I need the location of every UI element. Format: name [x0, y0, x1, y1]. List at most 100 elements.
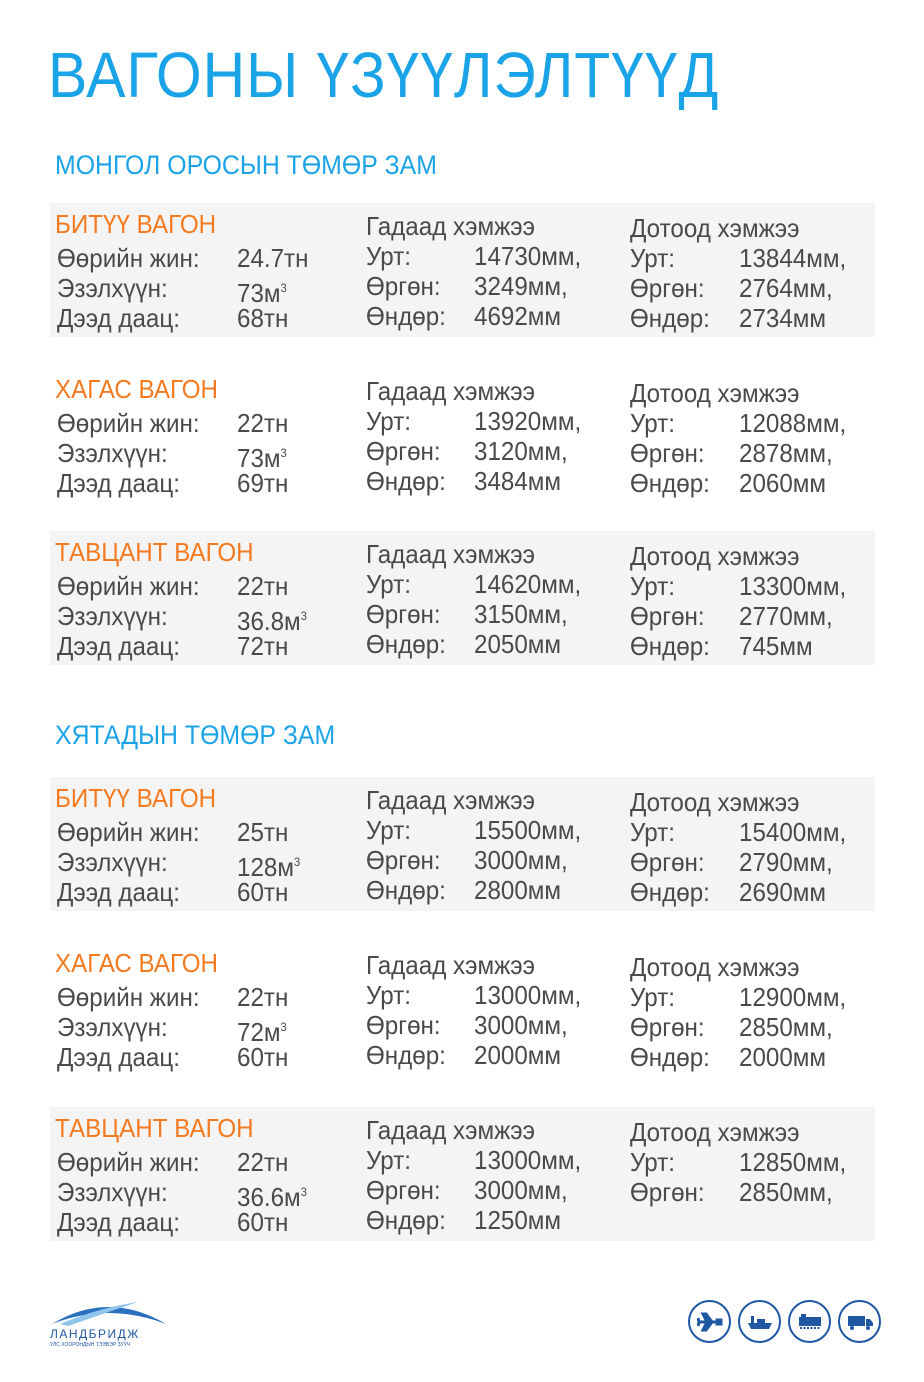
- spec-label: Эзэлхүүн:: [57, 1177, 168, 1207]
- dimension-value: 3000мм,: [474, 845, 568, 875]
- dimension-value: 3000мм,: [474, 1175, 568, 1205]
- dimension-value: 15500мм,: [474, 815, 582, 845]
- wagon-block: БИТҮҮ ВАГОН Өөрийн жин: 24.7тн Эзэлхүүн: 73м…: [50, 203, 875, 337]
- spec-label: Эзэлхүүн:: [57, 847, 168, 877]
- spec-label: Өөрийн жин:: [57, 571, 200, 601]
- dimension-label: Өндөр:: [366, 466, 446, 496]
- dimension-value: 14730мм,: [474, 241, 582, 271]
- dimension-label: Урт:: [630, 817, 675, 847]
- spec-value: 22тн: [237, 982, 289, 1012]
- dimension-label: Өндөр:: [630, 1042, 710, 1072]
- spec-value: 25тн: [237, 817, 289, 847]
- spec-value: 36.8м3: [237, 606, 307, 636]
- spec-value: 24.7тн: [237, 243, 309, 273]
- spec-value: 36.6м3: [237, 1182, 307, 1212]
- dimension-label: Өндөр:: [630, 303, 710, 333]
- spec-value: 60тн: [237, 1042, 289, 1072]
- outer-dimensions-heading: Гадаад хэмжээ: [366, 539, 535, 569]
- train-icon: [788, 1300, 831, 1343]
- dimension-value: 3249мм,: [474, 271, 568, 301]
- dimension-value: 2800мм: [474, 875, 562, 905]
- wagon-name: ХАГАС ВАГОН: [55, 374, 218, 404]
- spec-value: 73м3: [237, 278, 287, 308]
- dimension-value: 3484мм: [474, 466, 562, 496]
- spec-value: 22тн: [237, 571, 289, 601]
- dimension-label: Өргөн:: [366, 1010, 441, 1040]
- wagon-name: БИТҮҮ ВАГОН: [55, 209, 217, 239]
- dimension-value: 12900мм,: [739, 982, 847, 1012]
- dimension-label: Урт:: [630, 571, 675, 601]
- inner-dimensions-heading: Дотоод хэмжээ: [630, 1117, 800, 1147]
- wagon-block: БИТҮҮ ВАГОН Өөрийн жин: 25тн Эзэлхүүн: 128м3…: [50, 777, 875, 911]
- dimension-label: Өндөр:: [630, 877, 710, 907]
- dimension-label: Өндөр:: [630, 631, 710, 661]
- dimension-label: Урт:: [630, 408, 675, 438]
- dimension-value: 2790мм,: [739, 847, 833, 877]
- inner-dimensions-heading: Дотоод хэмжээ: [630, 952, 800, 982]
- dimension-value: 3150мм,: [474, 599, 568, 629]
- dimension-value: 2850мм,: [739, 1177, 833, 1207]
- spec-label: Өөрийн жин:: [57, 817, 200, 847]
- spec-label: Эзэлхүүн:: [57, 273, 168, 303]
- dimension-value: 2690мм: [739, 877, 827, 907]
- page-title: ВАГОНЫ ҮЗҮҮЛЭЛТҮҮД: [48, 39, 720, 111]
- inner-dimensions-heading: Дотоод хэмжээ: [630, 213, 800, 243]
- wagon-name: ТАВЦАНТ ВАГОН: [55, 1113, 254, 1143]
- section-title: МОНГОЛ ОРОСЫН ТӨМӨР ЗАМ: [55, 150, 437, 180]
- outer-dimensions-heading: Гадаад хэмжээ: [366, 376, 535, 406]
- inner-dimensions-heading: Дотоод хэмжээ: [630, 787, 800, 817]
- wagon-name: ТАВЦАНТ ВАГОН: [55, 537, 254, 567]
- spec-label: Дээд даац:: [57, 877, 180, 907]
- spec-value: 128м3: [237, 852, 301, 882]
- spec-label: Дээд даац:: [57, 468, 180, 498]
- spec-value: 72м3: [237, 1017, 287, 1047]
- spec-label: Эзэлхүүн:: [57, 601, 168, 631]
- dimension-label: Өндөр:: [366, 1040, 446, 1070]
- dimension-label: Өргөн:: [630, 847, 705, 877]
- outer-dimensions-heading: Гадаад хэмжээ: [366, 950, 535, 980]
- wagon-name: БИТҮҮ ВАГОН: [55, 783, 217, 813]
- ship-icon: [738, 1300, 781, 1343]
- dimension-label: Өргөн:: [366, 436, 441, 466]
- dimension-value: 2850мм,: [739, 1012, 833, 1042]
- spec-label: Эзэлхүүн:: [57, 438, 168, 468]
- dimension-value: 2734мм: [739, 303, 827, 333]
- svg-text:УЛС ХООРОНДЫН ТЭЭВЭР ЗУУЧ: УЛС ХООРОНДЫН ТЭЭВЭР ЗУУЧ: [50, 1342, 130, 1348]
- dimension-value: 3000мм,: [474, 1010, 568, 1040]
- dimension-value: 2764мм,: [739, 273, 833, 303]
- spec-value: 60тн: [237, 877, 289, 907]
- dimension-label: Урт:: [366, 569, 411, 599]
- dimension-label: Өндөр:: [366, 875, 446, 905]
- spec-value: 73м3: [237, 443, 287, 473]
- dimension-label: Өндөр:: [366, 629, 446, 659]
- dimension-label: Урт:: [366, 406, 411, 436]
- dimension-label: Өргөн:: [366, 1175, 441, 1205]
- wagon-block: ХАГАС ВАГОН Өөрийн жин: 22тн Эзэлхүүн: 72м3 Д…: [50, 942, 875, 1076]
- landbridge-logo: ЛАНДБРИДЖ УЛС ХООРОНДЫН ТЭЭВЭР ЗУУЧ: [48, 1298, 173, 1353]
- wagon-block: ТАВЦАНТ ВАГОН Өөрийн жин: 22тн Эзэлхүүн: 36.…: [50, 531, 875, 665]
- dimension-label: Урт:: [366, 1145, 411, 1175]
- transport-icons: [688, 1300, 881, 1343]
- dimension-label: Өргөн:: [366, 845, 441, 875]
- dimension-value: 745мм: [739, 631, 813, 661]
- dimension-label: Урт:: [630, 1147, 675, 1177]
- spec-value: 72тн: [237, 631, 289, 661]
- dimension-value: 4692мм: [474, 301, 562, 331]
- dimension-value: 2060мм: [739, 468, 827, 498]
- inner-dimensions-heading: Дотоод хэмжээ: [630, 378, 800, 408]
- dimension-label: Урт:: [630, 243, 675, 273]
- dimension-label: Өндөр:: [366, 1205, 446, 1235]
- dimension-label: Урт:: [366, 241, 411, 271]
- dimension-label: Өндөр:: [630, 468, 710, 498]
- dimension-value: 12088мм,: [739, 408, 847, 438]
- dimension-label: Өргөн:: [630, 1177, 705, 1207]
- spec-label: Дээд даац:: [57, 303, 180, 333]
- outer-dimensions-heading: Гадаад хэмжээ: [366, 211, 535, 241]
- spec-label: Дээд даац:: [57, 1207, 180, 1237]
- dimension-label: Өндөр:: [366, 301, 446, 331]
- dimension-label: Өргөн:: [630, 438, 705, 468]
- spec-label: Өөрийн жин:: [57, 982, 200, 1012]
- dimension-label: Өргөн:: [630, 1012, 705, 1042]
- dimension-value: 13000мм,: [474, 1145, 582, 1175]
- dimension-value: 3120мм,: [474, 436, 568, 466]
